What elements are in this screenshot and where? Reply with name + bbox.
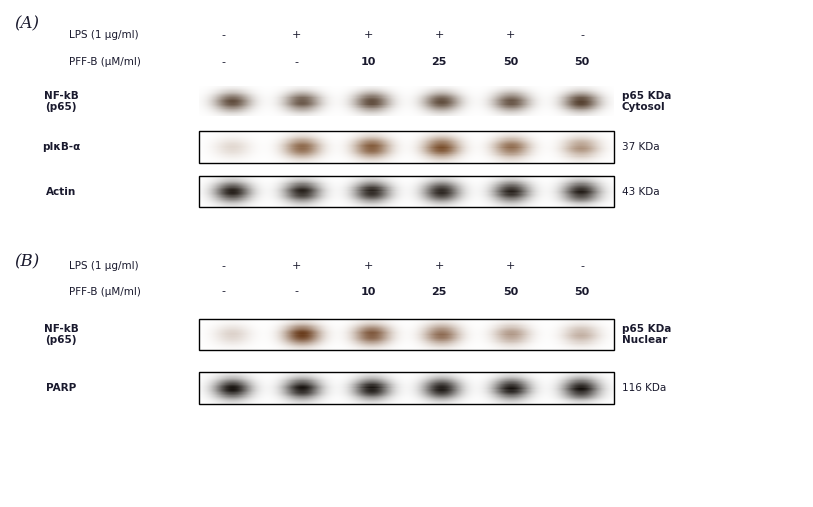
Text: 43 KDa: 43 KDa bbox=[622, 187, 659, 197]
Text: LPS (1 μg/ml): LPS (1 μg/ml) bbox=[69, 30, 139, 41]
Text: 116 KDa: 116 KDa bbox=[622, 383, 666, 393]
Text: -: - bbox=[295, 286, 298, 297]
Text: LPS (1 μg/ml): LPS (1 μg/ml) bbox=[69, 261, 139, 271]
Text: -: - bbox=[222, 30, 225, 41]
Text: -: - bbox=[295, 57, 298, 67]
Text: +: + bbox=[434, 30, 444, 41]
Bar bbox=[199, 176, 614, 207]
Text: -: - bbox=[222, 261, 225, 271]
Text: +: + bbox=[292, 30, 302, 41]
Text: +: + bbox=[506, 30, 515, 41]
Text: +: + bbox=[434, 261, 444, 271]
Text: -: - bbox=[580, 261, 584, 271]
Bar bbox=[199, 319, 614, 350]
Bar bbox=[199, 372, 614, 404]
Text: 37 KDa: 37 KDa bbox=[622, 142, 659, 152]
Text: PFF-B (μM/ml): PFF-B (μM/ml) bbox=[69, 57, 141, 67]
Text: 25: 25 bbox=[432, 57, 446, 67]
Text: -: - bbox=[222, 286, 225, 297]
Text: +: + bbox=[363, 30, 373, 41]
Text: (B): (B) bbox=[15, 254, 40, 271]
Text: PARP: PARP bbox=[46, 383, 76, 393]
Text: 50: 50 bbox=[575, 57, 589, 67]
Text: +: + bbox=[363, 261, 373, 271]
Text: p65 KDa
Nuclear: p65 KDa Nuclear bbox=[622, 324, 672, 345]
Text: +: + bbox=[292, 261, 302, 271]
Text: (A): (A) bbox=[15, 15, 40, 32]
Text: NF-kB
(p65): NF-kB (p65) bbox=[44, 91, 78, 112]
Text: NF-kB
(p65): NF-kB (p65) bbox=[44, 324, 78, 345]
Text: Actin: Actin bbox=[46, 187, 76, 197]
Text: PFF-B (μM/ml): PFF-B (μM/ml) bbox=[69, 286, 141, 297]
Text: 50: 50 bbox=[503, 57, 518, 67]
Text: -: - bbox=[222, 57, 225, 67]
Text: 25: 25 bbox=[432, 286, 446, 297]
Bar bbox=[199, 131, 614, 163]
Text: +: + bbox=[506, 261, 515, 271]
Text: 50: 50 bbox=[503, 286, 518, 297]
Text: pIκB-α: pIκB-α bbox=[41, 142, 80, 152]
Text: -: - bbox=[580, 30, 584, 41]
Text: 10: 10 bbox=[361, 57, 376, 67]
Text: 50: 50 bbox=[575, 286, 589, 297]
Text: 10: 10 bbox=[361, 286, 376, 297]
Text: p65 KDa
Cytosol: p65 KDa Cytosol bbox=[622, 91, 672, 112]
